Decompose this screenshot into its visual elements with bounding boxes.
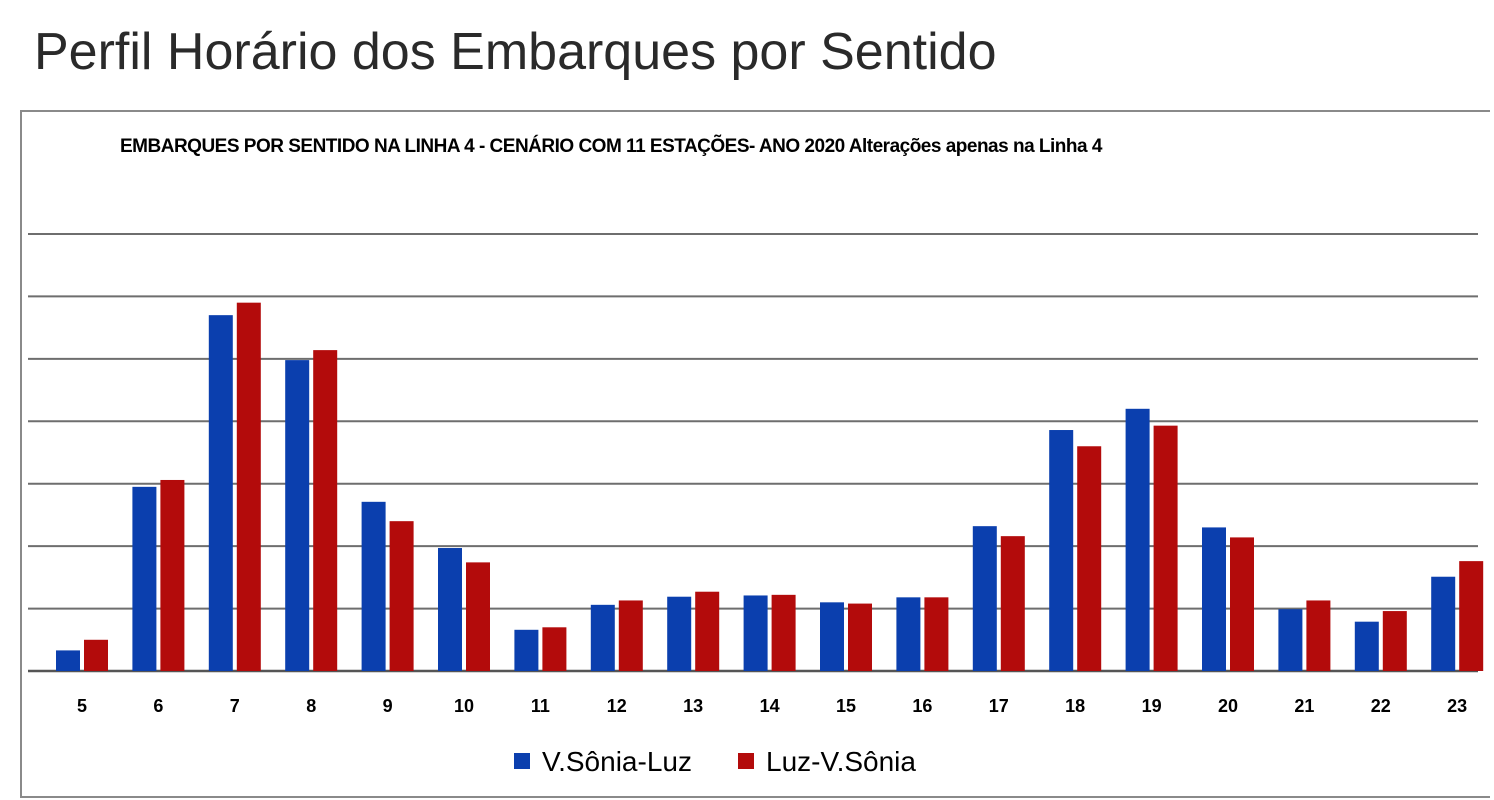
- bar-vsonia-luz-10: [438, 548, 462, 671]
- x-tick-label: 18: [1065, 696, 1085, 716]
- bar-luz-vsonia-21: [1306, 600, 1331, 671]
- legend-label: V.Sônia-Luz: [542, 746, 692, 777]
- x-tick-label: 13: [683, 696, 703, 716]
- bar-luz-vsonia-9: [389, 521, 414, 671]
- bar-vsonia-luz-13: [667, 596, 692, 671]
- bar-vsonia-luz-11: [514, 629, 539, 671]
- x-tick-label: 21: [1294, 696, 1314, 716]
- chart-title: EMBARQUES POR SENTIDO NA LINHA 4 - CENÁR…: [120, 135, 1103, 157]
- bar-chart: EMBARQUES POR SENTIDO NA LINHA 4 - CENÁR…: [28, 135, 1484, 777]
- x-tick-label: 22: [1371, 696, 1391, 716]
- bar-vsonia-luz-21: [1278, 609, 1303, 671]
- bar-luz-vsonia-17: [1000, 536, 1025, 671]
- x-tick-label: 14: [760, 696, 780, 716]
- x-tick-label: 12: [607, 696, 627, 716]
- legend-label: Luz-V.Sônia: [766, 746, 916, 777]
- bar-vsonia-luz-6: [132, 486, 157, 671]
- legend-swatch: [738, 753, 754, 769]
- legend-swatch: [514, 753, 530, 769]
- x-tick-label: 16: [912, 696, 932, 716]
- bar-vsonia-luz-8: [285, 360, 310, 671]
- bar-luz-vsonia-7: [236, 302, 261, 671]
- bar-luz-vsonia-23: [1459, 561, 1484, 671]
- bar-luz-vsonia-8: [313, 350, 338, 671]
- bar-luz-vsonia-19: [1153, 425, 1178, 671]
- bar-vsonia-luz-18: [1049, 430, 1074, 671]
- bar-vsonia-luz-17: [972, 526, 997, 671]
- page-title: Perfil Horário dos Embarques por Sentido: [34, 23, 997, 81]
- bar-luz-vsonia-5: [84, 639, 108, 671]
- bar-vsonia-luz-20: [1202, 527, 1226, 671]
- bar-luz-vsonia-16: [924, 597, 949, 671]
- bar-vsonia-luz-12: [590, 604, 615, 671]
- x-tick-label: 20: [1218, 696, 1238, 716]
- bar-luz-vsonia-18: [1077, 446, 1102, 671]
- bar-vsonia-luz-19: [1125, 408, 1150, 671]
- x-tick-label: 8: [306, 696, 316, 716]
- bar-luz-vsonia-12: [618, 600, 643, 671]
- bar-luz-vsonia-22: [1382, 611, 1407, 671]
- x-tick-label: 15: [836, 696, 856, 716]
- x-tick-label: 7: [230, 696, 240, 716]
- bar-luz-vsonia-10: [466, 562, 490, 671]
- x-tick-label: 9: [383, 696, 393, 716]
- bar-luz-vsonia-14: [771, 594, 796, 671]
- x-tick-label: 17: [989, 696, 1009, 716]
- bar-luz-vsonia-11: [542, 627, 567, 671]
- bar-vsonia-luz-15: [820, 602, 844, 671]
- bars: [56, 302, 1484, 671]
- x-axis-ticks: 5 6 7 8 9 10 11 12 13 14 15 16 17 18 19 20 21 22 23: [77, 696, 1467, 716]
- bar-luz-vsonia-15: [848, 603, 872, 671]
- x-tick-label: 19: [1142, 696, 1162, 716]
- x-tick-label: 6: [153, 696, 163, 716]
- bar-vsonia-luz-9: [361, 501, 386, 671]
- bar-vsonia-luz-7: [208, 315, 233, 671]
- x-tick-label: 23: [1447, 696, 1467, 716]
- bar-luz-vsonia-6: [160, 479, 185, 671]
- x-tick-label: 5: [77, 696, 87, 716]
- bar-luz-vsonia-20: [1230, 537, 1254, 671]
- bar-vsonia-luz-14: [743, 595, 768, 671]
- bar-vsonia-luz-5: [56, 650, 80, 671]
- chart-frame: EMBARQUES POR SENTIDO NA LINHA 4 - CENÁR…: [20, 110, 1490, 798]
- x-tick-label: 10: [454, 696, 474, 716]
- legend: V.Sônia-Luz Luz-V.Sônia: [514, 746, 916, 777]
- x-tick-label: 11: [531, 696, 550, 716]
- bar-luz-vsonia-13: [695, 591, 720, 671]
- bar-vsonia-luz-23: [1431, 576, 1456, 671]
- bar-vsonia-luz-16: [896, 597, 921, 671]
- bar-vsonia-luz-22: [1354, 621, 1379, 671]
